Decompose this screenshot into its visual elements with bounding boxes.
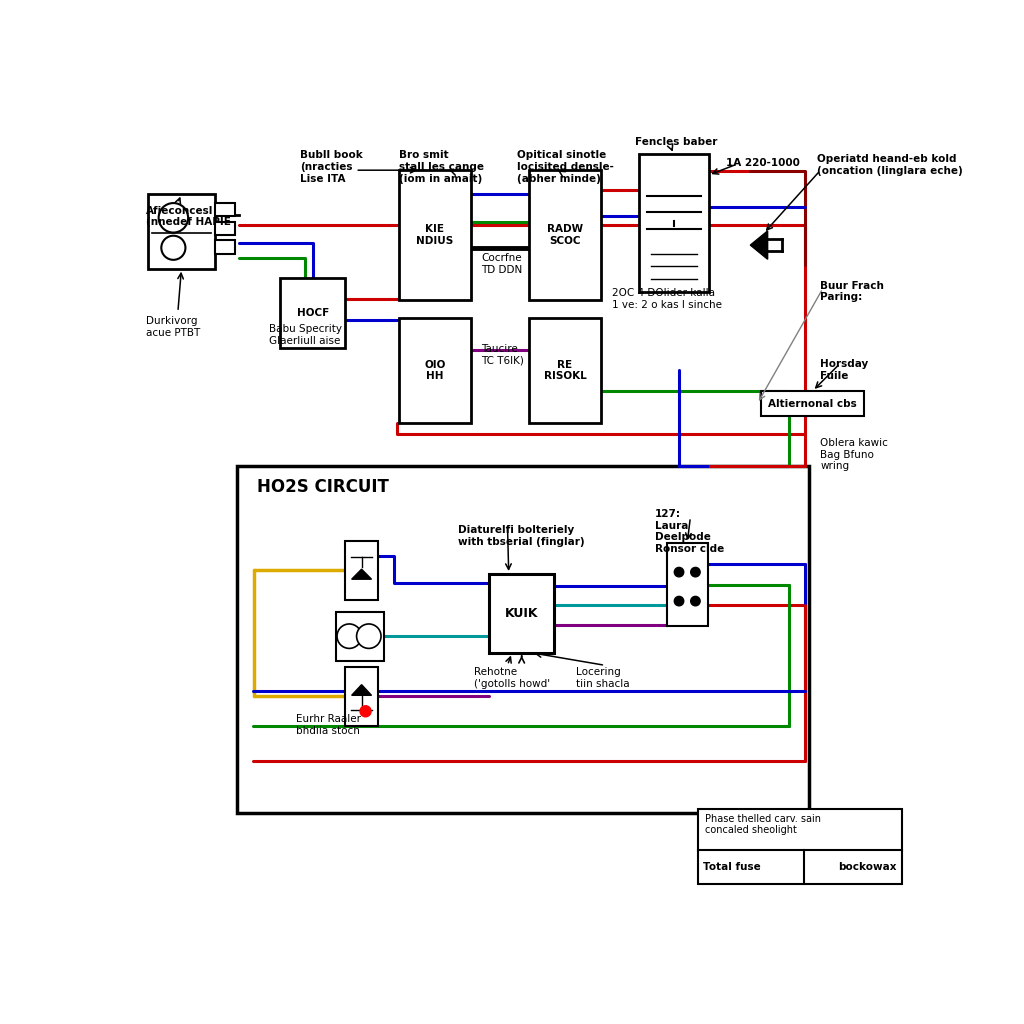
Bar bbox=[489, 573, 554, 652]
Text: 127:
Laura
Deelpode
Ronsor cide: 127: Laura Deelpode Ronsor cide bbox=[655, 509, 724, 554]
Text: Altiernonal cbs: Altiernonal cbs bbox=[768, 398, 857, 409]
Bar bbox=[215, 203, 234, 216]
Bar bbox=[398, 318, 471, 423]
Text: Bro smit
stall les cange
(iom in amait): Bro smit stall les cange (iom in amait) bbox=[398, 151, 483, 183]
Text: Total fuse: Total fuse bbox=[703, 862, 761, 872]
Text: Oblera kawic
Bag Bfuno
wring: Oblera kawic Bag Bfuno wring bbox=[820, 438, 889, 471]
Circle shape bbox=[691, 567, 700, 577]
Text: Diaturelfi bolteriely
with tbserial (finglar): Diaturelfi bolteriely with tbserial (fin… bbox=[458, 525, 585, 547]
Text: HO2S CIRCUIT: HO2S CIRCUIT bbox=[257, 478, 388, 496]
Bar bbox=[345, 667, 378, 726]
Circle shape bbox=[674, 567, 684, 577]
Text: Babu Specrity
Glaerliull aise: Babu Specrity Glaerliull aise bbox=[268, 324, 342, 345]
Bar bbox=[398, 170, 471, 300]
Text: KUIK: KUIK bbox=[505, 607, 539, 620]
Text: Afieconcesl
(nnedef HAPIE: Afieconcesl (nnedef HAPIE bbox=[146, 206, 231, 227]
Text: 1A 220-1000: 1A 220-1000 bbox=[726, 159, 800, 168]
Text: OIO
HH: OIO HH bbox=[424, 359, 445, 381]
Bar bbox=[639, 155, 709, 293]
Bar bbox=[215, 241, 234, 254]
Bar bbox=[762, 391, 864, 416]
Text: Cocrfne
TD DDN: Cocrfne TD DDN bbox=[481, 253, 522, 274]
Text: Horsday
Fuile: Horsday Fuile bbox=[820, 359, 868, 381]
Text: Buur Frach
Paring:: Buur Frach Paring: bbox=[820, 281, 885, 302]
Text: HOCF: HOCF bbox=[297, 308, 329, 317]
Circle shape bbox=[691, 596, 700, 606]
Bar bbox=[336, 611, 384, 660]
Bar bbox=[528, 318, 601, 423]
Polygon shape bbox=[751, 230, 768, 259]
Text: bockowax: bockowax bbox=[839, 862, 897, 872]
Text: Fencles baber: Fencles baber bbox=[635, 137, 718, 147]
Circle shape bbox=[337, 624, 361, 648]
Text: Taucire
TC T6IK): Taucire TC T6IK) bbox=[481, 344, 524, 366]
Bar bbox=[698, 809, 902, 884]
Text: 2OC 4 DOlider kalla
1 ve: 2 o kas I sinche: 2OC 4 DOlider kalla 1 ve: 2 o kas I sinc… bbox=[611, 289, 722, 310]
Circle shape bbox=[356, 624, 381, 648]
Bar bbox=[345, 541, 378, 600]
Bar bbox=[528, 170, 601, 300]
Text: Bubll book
(nracties
Lise ITA: Bubll book (nracties Lise ITA bbox=[300, 151, 362, 183]
Text: Durkivorg
acue PTBT: Durkivorg acue PTBT bbox=[146, 316, 201, 338]
Circle shape bbox=[360, 706, 371, 717]
Text: Locering
tiin shacla: Locering tiin shacla bbox=[577, 667, 630, 688]
Text: Phase thelled carv. sain
concaled sheolight: Phase thelled carv. sain concaled sheoli… bbox=[705, 814, 820, 836]
Text: Rehotne
('gotolls howd': Rehotne ('gotolls howd' bbox=[473, 667, 550, 688]
Bar bbox=[147, 194, 215, 268]
Polygon shape bbox=[351, 685, 372, 695]
Bar bbox=[237, 466, 809, 813]
Text: RADW
SCOC: RADW SCOC bbox=[547, 224, 583, 246]
Text: Operiatd heand-eb kold
(oncation (linglara eche): Operiatd heand-eb kold (oncation (lingla… bbox=[816, 155, 963, 176]
Circle shape bbox=[162, 236, 185, 260]
Text: KIE
NDIUS: KIE NDIUS bbox=[417, 224, 454, 246]
Text: RE
RISOKL: RE RISOKL bbox=[544, 359, 587, 381]
Text: Opitical sinotle
locisited densle-
(abher minde): Opitical sinotle locisited densle- (abhe… bbox=[517, 151, 613, 183]
Text: Eurhr Raaler
bhdiia stoch: Eurhr Raaler bhdiia stoch bbox=[296, 715, 361, 736]
Bar bbox=[281, 279, 345, 347]
Circle shape bbox=[674, 596, 684, 606]
Polygon shape bbox=[351, 569, 372, 580]
Bar bbox=[667, 543, 708, 626]
Bar bbox=[215, 221, 234, 236]
Circle shape bbox=[159, 203, 188, 232]
